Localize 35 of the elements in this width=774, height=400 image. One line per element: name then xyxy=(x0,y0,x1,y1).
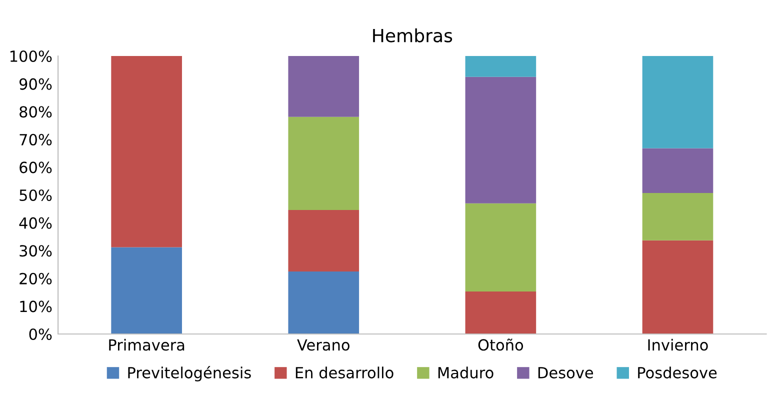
bar xyxy=(288,271,360,334)
y-tick-label: 100% xyxy=(10,50,52,62)
bar xyxy=(288,210,360,272)
bar xyxy=(465,291,536,334)
bar xyxy=(288,116,360,210)
y-tick-label: 50% xyxy=(20,189,52,202)
chart-title: Hembras xyxy=(373,28,452,42)
legend-label: Previtelogénesis xyxy=(128,366,251,382)
x-tick-label: Primavera xyxy=(109,338,184,351)
y-tick-label: 30% xyxy=(20,245,52,257)
bar xyxy=(642,56,714,148)
legend-label: Maduro xyxy=(438,366,494,378)
y-tick-label: 70% xyxy=(20,134,52,146)
bar xyxy=(288,56,360,117)
y-tick-label: 90% xyxy=(20,78,52,90)
y-tick-label: 0% xyxy=(29,328,52,340)
y-tick-label: 60% xyxy=(20,162,52,174)
legend-label: Desove xyxy=(538,367,594,378)
y-tick-label: 20% xyxy=(20,272,52,284)
bar xyxy=(642,148,714,194)
bar xyxy=(111,247,182,334)
bar xyxy=(465,56,536,77)
legend-label: Posdesove xyxy=(638,366,717,378)
bar xyxy=(111,56,182,248)
x-tick-label: Verano xyxy=(297,339,350,351)
bar xyxy=(642,240,714,334)
bar xyxy=(465,203,536,292)
y-tick-label: 40% xyxy=(19,217,52,229)
bar xyxy=(642,193,714,240)
y-tick-label: 10% xyxy=(20,300,52,312)
bar xyxy=(465,76,536,204)
legend-label: En desarrollo xyxy=(296,366,394,378)
y-tick-label: 80% xyxy=(20,106,52,118)
x-tick-label: Invierno xyxy=(648,338,708,351)
x-tick-label: Otoño xyxy=(478,338,524,351)
